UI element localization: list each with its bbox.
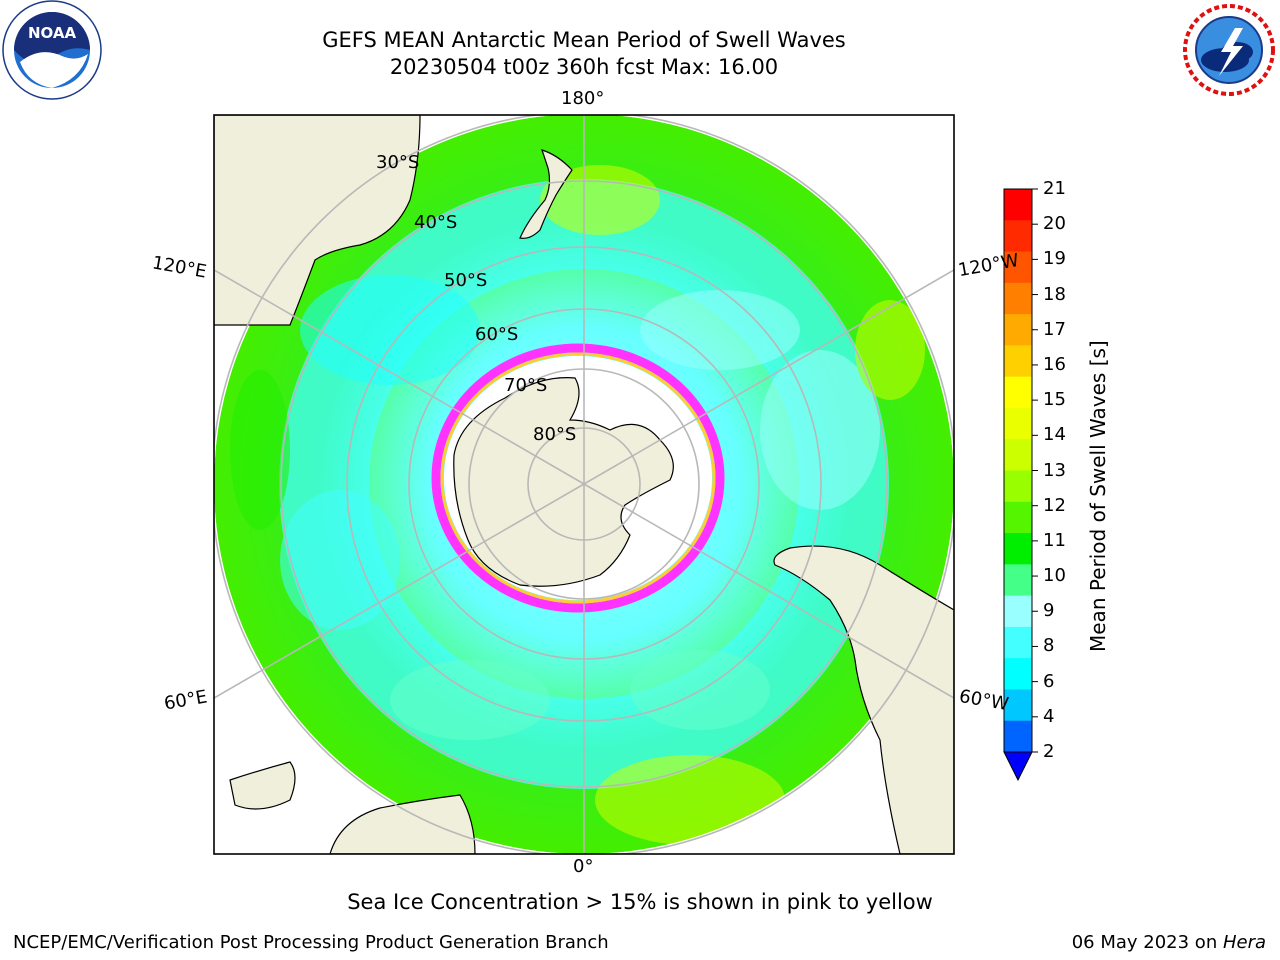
credit-date-text: 06 May 2023 on xyxy=(1071,932,1223,953)
lat-label-70s: 70°S xyxy=(504,375,548,396)
sea-ice-note: Sea Ice Concentration > 15% is shown in … xyxy=(347,890,933,914)
colorbar-tick-label: 16 xyxy=(1043,353,1066,375)
lat-label-30s: 30°S xyxy=(376,152,420,173)
colorbar-segment xyxy=(1004,689,1032,722)
colorbar-segment xyxy=(1004,251,1032,284)
colorbar-tick-label: 10 xyxy=(1043,565,1066,587)
colorbar-tick-label: 14 xyxy=(1043,424,1066,446)
svg-text:NOAA: NOAA xyxy=(28,24,77,42)
colorbar-tick-label: 15 xyxy=(1043,389,1066,411)
colorbar-tick-label: 21 xyxy=(1043,178,1066,199)
colorbar-tick-label: 2 xyxy=(1043,741,1055,762)
lon-label-0: 0° xyxy=(573,856,594,877)
credit-host: Hera xyxy=(1222,932,1266,953)
graticule xyxy=(214,115,954,854)
colorbar-segment xyxy=(1004,189,1032,221)
map-subtitle: 20230504 t00z 360h fcst Max: 16.00 xyxy=(389,55,779,79)
colorbar-segment xyxy=(1004,564,1032,597)
colorbar-segment xyxy=(1004,720,1032,753)
colorbar-segment xyxy=(1004,407,1032,440)
colorbar-segment xyxy=(1004,658,1032,690)
colorbar-tick-label: 11 xyxy=(1043,529,1066,551)
colorbar-segment xyxy=(1004,282,1032,315)
lat-label-50s: 50°S xyxy=(444,270,488,291)
colorbar-tick-label: 18 xyxy=(1043,283,1066,305)
colorbar-segment xyxy=(1004,595,1032,628)
colorbar-tick-label: 20 xyxy=(1043,213,1066,235)
colorbar-segment xyxy=(1004,220,1032,253)
colorbar-tick-label: 6 xyxy=(1043,670,1055,692)
colorbar-tick-label: 19 xyxy=(1043,248,1066,270)
colorbar-segment xyxy=(1004,470,1032,503)
colorbar-extend-arrow xyxy=(1003,751,1033,782)
colorbar-tick-label: 13 xyxy=(1043,459,1066,481)
nws-logo-icon xyxy=(1181,2,1277,98)
colorbar-tick-label: 4 xyxy=(1043,705,1055,727)
colorbar-segment xyxy=(1004,314,1032,346)
lon-label-180: 180° xyxy=(561,88,605,109)
noaa-logo-icon: NOAA xyxy=(2,0,102,100)
colorbar-segment xyxy=(1004,439,1032,471)
lat-label-40s: 40°S xyxy=(414,212,458,233)
colorbar-segment xyxy=(1004,345,1032,378)
colorbar-tick-label: 12 xyxy=(1043,494,1066,516)
colorbar-segment xyxy=(1004,376,1032,409)
colorbar-tick-label: 17 xyxy=(1043,318,1066,340)
colorbar xyxy=(1003,188,1038,782)
land-masses xyxy=(214,115,954,854)
colorbar-label: Mean Period of Swell Waves [s] xyxy=(1086,340,1110,652)
colorbar-tick-label: 8 xyxy=(1043,635,1055,657)
lat-label-80s: 80°S xyxy=(533,424,577,445)
credit-branch: NCEP/EMC/Verification Post Processing Pr… xyxy=(13,932,609,953)
lat-label-60s: 60°S xyxy=(475,324,519,345)
map-frame xyxy=(213,114,955,855)
map-title: GEFS MEAN Antarctic Mean Period of Swell… xyxy=(322,28,846,52)
colorbar-tick-label: 9 xyxy=(1043,600,1055,622)
colorbar-segment xyxy=(1004,533,1032,565)
colorbar-segment xyxy=(1004,626,1032,659)
credit-date: 06 May 2023 on Hera xyxy=(1072,932,1266,953)
colorbar-segment xyxy=(1004,501,1032,534)
